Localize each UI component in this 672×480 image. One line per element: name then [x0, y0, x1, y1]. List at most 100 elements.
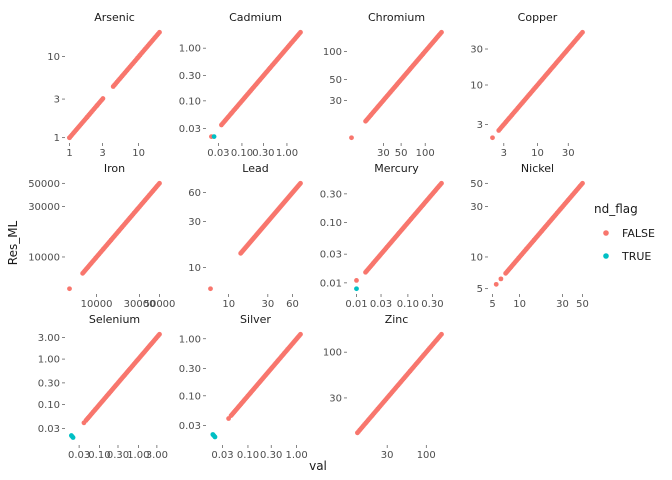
- data-point-false: [298, 331, 303, 337]
- data-point-false: [157, 180, 162, 186]
- y-tick-label: 0.30: [179, 71, 201, 82]
- data-point-false: [94, 103, 100, 108]
- y-tick-label: 0.30: [179, 364, 201, 375]
- y-tick-label: 30000: [28, 202, 60, 213]
- data-point-false: [298, 29, 303, 35]
- x-tick-label: 10000: [81, 299, 113, 310]
- panel-copper: Copper 3 10 30 3 10 30: [470, 11, 585, 159]
- y-tick-label: 10: [47, 52, 60, 63]
- y-tick-label: 0.03: [179, 421, 201, 432]
- data-point-true: [354, 286, 359, 292]
- data-point-true: [68, 433, 74, 438]
- y-tick-label: 0.03: [38, 424, 60, 435]
- data-point-true: [210, 432, 216, 437]
- data-point-false: [439, 180, 444, 186]
- panel-zinc: Zinc 30 100 30 100: [323, 313, 444, 461]
- y-tick-label: 30: [329, 393, 342, 404]
- y-tick-label: 10: [470, 81, 483, 92]
- y-tick-label: 1: [54, 133, 60, 144]
- y-tick-label: 1.00: [179, 44, 201, 55]
- data-point-false: [84, 114, 90, 120]
- panel-nickel: Nickel 5 10 30 50 5 10 30 50: [470, 162, 589, 310]
- data-point-false: [439, 331, 444, 337]
- y-tick-label: 0.10: [179, 96, 201, 107]
- x-tick-label: 100: [417, 450, 436, 461]
- x-tick-label: 1.00: [127, 450, 149, 461]
- x-tick-label: 30: [556, 299, 569, 310]
- x-tick-label: 0.30: [421, 299, 443, 310]
- panel-lead: Lead 10 30 60 10 30 60: [188, 162, 303, 310]
- legend-key-false: [603, 230, 609, 236]
- panel-title: Cadmium: [229, 11, 282, 24]
- panel-title: Selenium: [89, 313, 140, 326]
- y-tick-label: 10000: [28, 252, 60, 263]
- x-tick-label: 10: [222, 299, 235, 310]
- panel-chromium: Chromium 30 50 100 30 50 100: [323, 11, 444, 159]
- y-tick-label: 10: [188, 263, 201, 274]
- x-tick-label: 50: [576, 299, 589, 310]
- y-tick-label: 3: [54, 95, 60, 106]
- data-point-false: [493, 281, 499, 287]
- y-tick-label: 50000: [28, 179, 60, 190]
- y-tick-label: 0.10: [179, 391, 201, 402]
- panel-title: Chromium: [368, 11, 425, 24]
- panel-title: Zinc: [385, 313, 409, 326]
- y-tick-label: 0.01: [320, 278, 342, 289]
- y-tick-label: 0.03: [320, 250, 342, 261]
- panel-title: Copper: [518, 11, 558, 24]
- data-point-false: [81, 420, 87, 426]
- panel-title: Mercury: [374, 162, 419, 175]
- y-axis-title: Res_ML: [6, 220, 20, 265]
- y-tick-label: 0.03: [179, 124, 201, 135]
- panel-title: Nickel: [521, 162, 554, 175]
- y-tick-label: 3: [477, 120, 483, 131]
- x-tick-label: 100: [416, 148, 435, 159]
- panel-arsenic: Arsenic 1 3 10 1 3 10: [47, 11, 162, 159]
- y-tick-label: 100: [323, 348, 342, 359]
- x-tick-label: 30: [381, 450, 394, 461]
- x-tick-label: 0.30: [260, 450, 282, 461]
- x-tick-label: 0.10: [231, 148, 253, 159]
- x-tick-label: 3: [501, 148, 507, 159]
- data-point-false: [498, 276, 504, 282]
- x-tick-label: 3: [99, 148, 105, 159]
- data-point-false: [298, 180, 303, 186]
- x-tick-label: 1.00: [276, 148, 298, 159]
- data-point-false: [100, 96, 106, 101]
- x-tick-label: 30: [562, 148, 575, 159]
- legend-label-true: TRUE: [621, 250, 651, 263]
- x-tick-label: 0.10: [237, 450, 259, 461]
- data-point-false: [67, 286, 72, 292]
- y-tick-label: 100: [323, 47, 342, 58]
- data-point-false: [67, 135, 72, 141]
- x-tick-label: 0.10: [88, 450, 110, 461]
- y-tick-label: 3.00: [38, 333, 60, 344]
- x-tick-label: 0.03: [211, 450, 233, 461]
- data-point-false: [439, 29, 444, 35]
- data-point-false: [226, 416, 231, 421]
- y-tick-label: 0.30: [320, 189, 342, 200]
- x-tick-label: 50: [395, 148, 408, 159]
- data-point-false: [208, 286, 213, 292]
- x-tick-label: 10: [513, 299, 526, 310]
- legend-label-false: FALSE: [622, 227, 655, 240]
- data-point-false: [157, 331, 162, 337]
- data-point-false: [354, 277, 359, 283]
- x-tick-label: 0.30: [252, 148, 274, 159]
- x-tick-label: 0.10: [397, 299, 419, 310]
- x-tick-label: 0.03: [68, 450, 90, 461]
- data-point-false: [157, 29, 162, 35]
- y-tick-label: 0.10: [38, 400, 60, 411]
- x-tick-label: 5: [489, 299, 495, 310]
- y-tick-label: 10: [470, 252, 483, 263]
- x-tick-label: 30000: [124, 299, 156, 310]
- legend-key-true: [603, 253, 609, 259]
- y-tick-label: 50: [329, 75, 342, 86]
- x-tick-label: 30: [377, 148, 390, 159]
- x-tick-label: 50000: [144, 299, 176, 310]
- y-tick-label: 50: [470, 179, 483, 190]
